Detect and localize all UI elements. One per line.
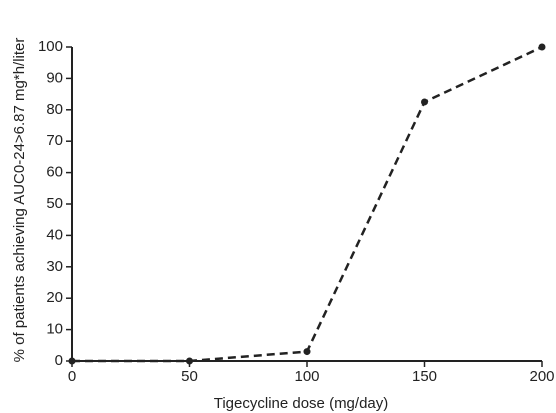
y-tick-label: 80 (46, 101, 63, 118)
x-tick-label: 150 (412, 368, 437, 385)
y-tick-label: 0 (55, 352, 63, 369)
data-point (538, 43, 546, 51)
y-tick-label: 10 (46, 321, 63, 338)
x-tick-label: 200 (529, 368, 554, 385)
y-tick-label: 50 (46, 195, 63, 212)
y-tick-label: 30 (46, 258, 63, 275)
y-tick-label: 90 (46, 69, 63, 86)
x-tick-label: 50 (181, 368, 198, 385)
y-tick-label: 60 (46, 164, 63, 181)
data-point (303, 348, 311, 356)
data-point (186, 357, 193, 365)
y-tick-label: 40 (46, 226, 63, 243)
x-axis-label: Tigecycline dose (mg/day) (214, 395, 389, 412)
data-point (68, 357, 76, 365)
y-tick-label: 70 (46, 132, 63, 149)
y-tick-label: 20 (46, 289, 63, 306)
data-point (421, 98, 428, 106)
y-tick-label: 100 (38, 38, 63, 55)
y-axis-label: % of patients achieving AUC0-24>6.87 mg*… (11, 38, 28, 363)
x-tick-label: 0 (68, 368, 76, 385)
data-line (72, 45, 543, 363)
x-tick-label: 100 (294, 368, 319, 385)
